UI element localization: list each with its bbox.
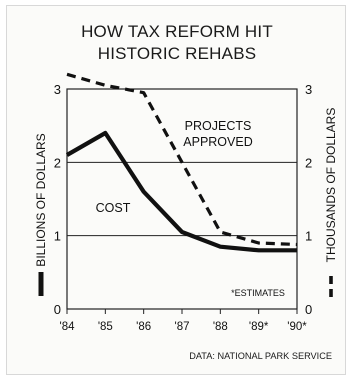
chart-title-line-1: HOW TAX REFORM HIT — [81, 22, 273, 41]
x-axis-tick-label: '90* — [287, 321, 307, 333]
projects-approved-line — [66, 72, 298, 247]
x-axis-tick-label: '86 — [136, 321, 151, 333]
left-axis-tick-label: 1 — [54, 229, 61, 244]
left-axis-tick-label: 3 — [54, 82, 61, 97]
chart-title-line-2: HISTORIC REHABS — [97, 44, 257, 63]
left-axis-tick-label: 2 — [54, 155, 61, 170]
projects-approved-label-line-2: APPROVED — [183, 135, 252, 149]
x-axis-tick-label: '84 — [60, 321, 76, 333]
source-note: DATA: NATIONAL PARK SERVICE — [189, 351, 332, 361]
estimates-note: *ESTIMATES — [231, 288, 285, 298]
right-axis-tick-label: 1 — [305, 229, 312, 244]
right-axis-tick-label: 3 — [305, 82, 312, 97]
left-axis-title: BILLIONS OF DOLLARS — [34, 133, 48, 266]
x-axis-tick-label: '89* — [249, 321, 269, 333]
right-axis-title: THOUSANDS OF DOLLARS — [324, 108, 338, 263]
plot-border — [66, 88, 298, 310]
x-axis-tick-label: '85 — [98, 321, 113, 333]
cost-line — [65, 130, 297, 253]
projects-approved-label-line-1: PROJECTS — [185, 119, 252, 133]
left-axis-tick-label: 0 — [54, 302, 61, 317]
chart-panel — [6, 5, 346, 375]
right-axis-tick-label: 0 — [305, 302, 312, 317]
x-axis-tick-label: '88 — [213, 321, 228, 333]
x-axis-tick-label: '87 — [175, 321, 190, 333]
right-axis-tick-label: 2 — [305, 155, 312, 170]
cost-label: COST — [96, 201, 131, 215]
